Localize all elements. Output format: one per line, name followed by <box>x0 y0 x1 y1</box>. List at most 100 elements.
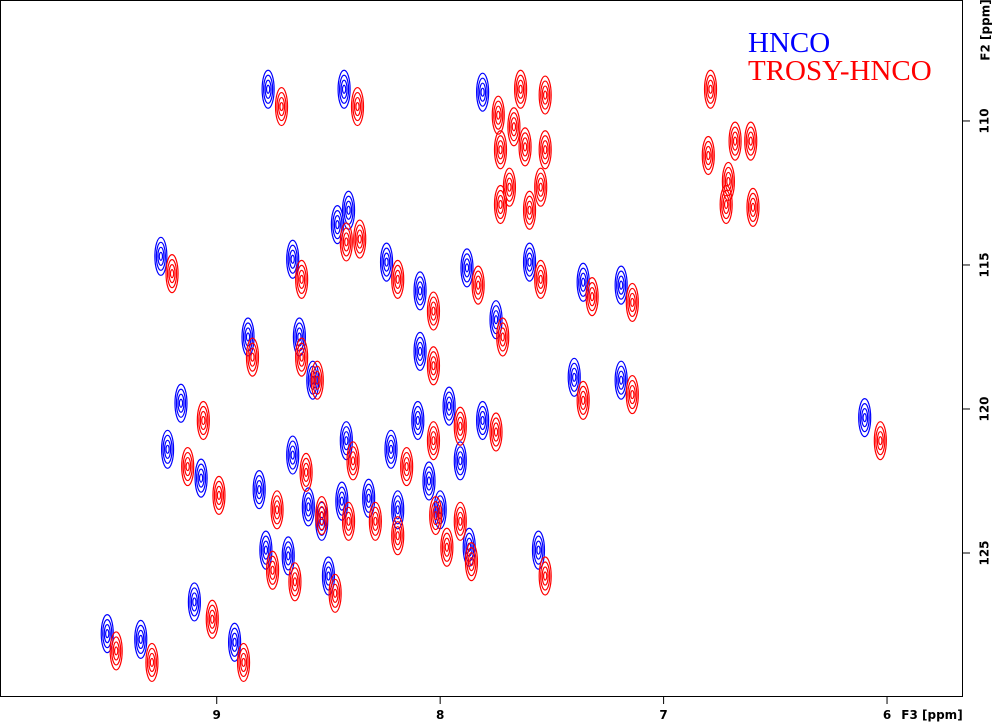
peak-contour <box>295 337 309 377</box>
peak-contour <box>286 551 291 561</box>
peak-contour <box>541 140 549 160</box>
peak-contour <box>137 629 145 649</box>
peak-contour <box>477 405 488 436</box>
peak-contour <box>385 434 397 464</box>
peak-contour <box>490 417 502 447</box>
peak-contour <box>388 444 394 454</box>
peak-contour <box>379 242 394 282</box>
peak-contour <box>476 400 490 441</box>
peak-contour <box>423 466 435 496</box>
peak-contour <box>701 135 715 176</box>
peak-contour <box>261 69 275 109</box>
peak-contour <box>464 542 479 582</box>
peak-contour <box>312 365 323 395</box>
peak-contour <box>381 247 392 277</box>
peak-contour <box>726 176 731 187</box>
peak-contour <box>496 140 505 160</box>
peak-contour <box>630 389 635 400</box>
peak-contour <box>356 229 364 249</box>
peak-contour <box>213 480 225 510</box>
peak-contour <box>185 461 190 472</box>
peak-contour <box>350 86 365 127</box>
peak-contour <box>705 74 716 104</box>
peak-contour <box>426 346 441 386</box>
peak-contour <box>111 636 122 666</box>
peak-contour <box>534 167 548 207</box>
peak-contour <box>723 199 729 210</box>
peak-contour <box>335 220 340 230</box>
peak-contour <box>569 362 580 392</box>
peak-contour <box>102 619 113 649</box>
peak-contour <box>535 172 546 202</box>
peak-contour <box>618 280 624 290</box>
peak-contour <box>469 557 474 567</box>
peak-contour <box>522 142 528 152</box>
peak-contour <box>177 393 185 413</box>
peak-contour <box>489 412 503 452</box>
peak-contour <box>395 274 400 284</box>
peak-contour <box>540 561 551 591</box>
peak-contour <box>346 441 360 481</box>
peak-contour <box>576 380 590 420</box>
peak-contour <box>458 516 463 526</box>
peak-contour <box>392 264 403 294</box>
peak-contour <box>479 410 487 431</box>
peak-contour <box>492 310 500 330</box>
peak-contour <box>444 542 450 552</box>
peak-contour <box>248 347 257 367</box>
peak-contour <box>296 342 307 372</box>
peak-contour <box>245 332 251 342</box>
peak-contour <box>627 379 638 410</box>
y-tick-label: 125 <box>978 540 992 565</box>
peak-contour <box>231 632 239 652</box>
peak-contour <box>722 194 730 215</box>
peak-contour <box>542 90 548 100</box>
peak-contour <box>466 547 477 577</box>
peak-contour <box>527 205 532 215</box>
peak-contour <box>412 405 423 436</box>
peak-contour <box>274 86 289 127</box>
peak-contour <box>250 352 255 362</box>
peak-contour <box>744 121 758 161</box>
peak-contour <box>391 516 405 556</box>
peak-contour <box>342 232 350 252</box>
peak-contour <box>292 577 298 587</box>
peak-contour <box>533 535 544 565</box>
peak-contour <box>463 258 471 278</box>
peak-contour <box>504 172 515 202</box>
peak-contour <box>157 246 165 266</box>
peak-contour <box>542 145 548 155</box>
peak-contour <box>365 488 373 508</box>
peak-contour <box>416 341 424 361</box>
peak-contour <box>426 291 441 331</box>
peak-contour <box>298 347 306 367</box>
peak-contour <box>135 624 146 654</box>
peak-contour <box>522 190 537 230</box>
peak-contour <box>362 478 376 518</box>
peak-contour <box>189 587 200 617</box>
peak-contour <box>535 264 546 294</box>
peak-contour <box>570 367 578 387</box>
peak-contour <box>232 637 237 647</box>
peak-contour <box>344 200 353 220</box>
peak-contour <box>247 342 258 372</box>
peak-contour <box>422 461 436 501</box>
peak-contour <box>579 272 587 292</box>
peak-contour <box>456 451 464 471</box>
peak-contour <box>298 269 306 289</box>
peak-contour <box>618 375 624 385</box>
peak-contour <box>263 74 274 104</box>
peak-contour <box>260 535 271 565</box>
peak-contour <box>534 540 543 560</box>
peak-contour <box>862 413 867 423</box>
peak-contour <box>273 500 281 520</box>
peak-contour <box>431 361 436 371</box>
peak-contour <box>458 421 463 431</box>
peak-contour <box>315 495 329 536</box>
peak-contour <box>518 127 532 167</box>
peak-contour <box>182 451 193 482</box>
peak-contour <box>525 200 534 220</box>
peak-contour <box>264 79 272 99</box>
peak-contour <box>507 107 521 147</box>
peak-contour <box>330 578 341 608</box>
